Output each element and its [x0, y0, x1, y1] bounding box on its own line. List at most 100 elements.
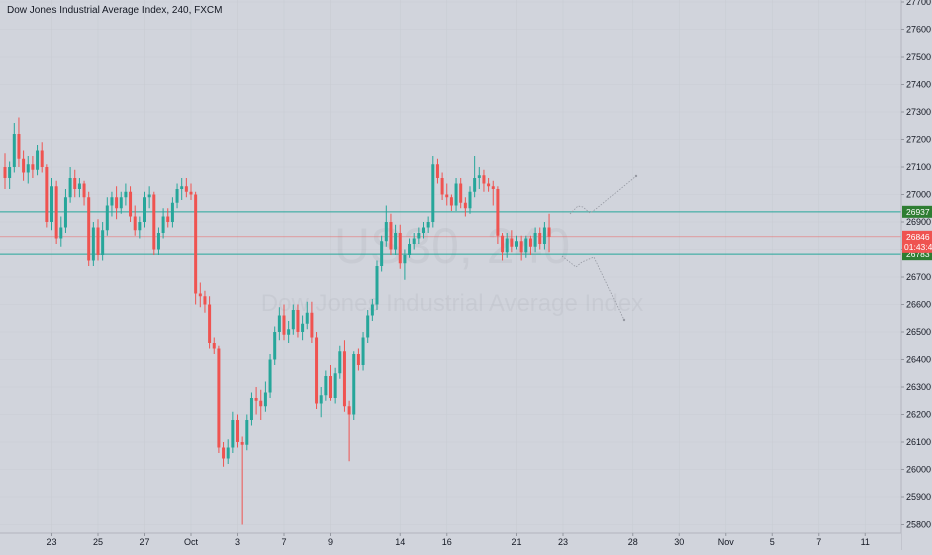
time-tick-label: 16 [442, 537, 452, 547]
candle [73, 169, 77, 198]
candle [491, 180, 495, 206]
candle [263, 381, 267, 412]
candle [105, 197, 109, 236]
candle [156, 227, 160, 255]
price-tick-label: 26900 [906, 217, 931, 227]
candle [152, 191, 156, 255]
candle [147, 186, 151, 209]
candle [50, 178, 53, 231]
candle-body [435, 164, 439, 178]
candle-body [277, 315, 281, 332]
candle [291, 304, 295, 335]
candle [110, 191, 114, 217]
candle [273, 326, 277, 365]
candle [319, 387, 323, 418]
level-tag-label: 26937 [906, 207, 930, 217]
last-price-label: 26846 [906, 232, 930, 242]
candle-body [352, 354, 356, 415]
candle-body [63, 197, 67, 228]
time-tick-label: 7 [816, 537, 821, 547]
candle-body [22, 158, 26, 173]
candle [454, 178, 458, 211]
candle-body [547, 227, 551, 237]
candle [226, 439, 230, 464]
candle [45, 164, 49, 228]
candle [12, 123, 16, 173]
candle-body [273, 332, 277, 360]
candle-body [170, 202, 174, 222]
time-tick-label: 23 [46, 537, 56, 547]
time-tick-label: Oct [184, 537, 199, 547]
candle-body [491, 186, 495, 189]
candle [398, 224, 402, 269]
candle [301, 315, 305, 341]
candle [277, 307, 281, 341]
time-tick-label: 21 [511, 537, 521, 547]
price-tick-label: 27100 [906, 162, 931, 172]
time-axis-background [0, 533, 901, 550]
candle-body [91, 227, 95, 261]
candle [194, 191, 198, 305]
time-tick-label: 28 [628, 537, 638, 547]
candle [547, 213, 551, 253]
time-tick-label: 9 [328, 537, 333, 547]
countdown-label: 01:43:46 [904, 242, 932, 252]
candle [217, 345, 221, 453]
candle-body [361, 337, 365, 365]
candle-body [319, 395, 323, 404]
candle [115, 186, 119, 220]
candle-body [315, 337, 319, 404]
candle [366, 310, 370, 343]
candle [208, 296, 212, 349]
candle [487, 178, 491, 192]
price-tick-label: 26000 [906, 465, 931, 475]
candle [435, 158, 439, 184]
candle [249, 392, 253, 426]
price-tick-label: 27600 [906, 25, 931, 35]
candle [161, 208, 165, 239]
candle [17, 117, 21, 167]
candle [463, 197, 467, 217]
candle-body [119, 197, 123, 209]
candle [240, 436, 244, 525]
candle-body [198, 293, 202, 297]
candle-body [408, 244, 412, 255]
candle [87, 191, 91, 266]
candle [342, 340, 346, 412]
candle [417, 227, 421, 244]
candle-body [73, 178, 77, 189]
candle [143, 191, 146, 228]
price-tick-label: 26500 [906, 327, 931, 337]
candle [166, 208, 170, 228]
projection-path[interactable] [569, 175, 637, 215]
candle-body [87, 197, 91, 261]
price-tick-label: 25900 [906, 492, 931, 502]
candle [96, 219, 100, 261]
candle-body [166, 216, 170, 222]
candle-body [459, 183, 463, 203]
candle-body [440, 178, 444, 195]
candle-body [487, 183, 491, 187]
candle-body [189, 191, 193, 195]
candle-body [356, 354, 360, 365]
candle [524, 235, 528, 258]
candle-body [384, 222, 388, 242]
candle-body [249, 398, 253, 420]
price-axis[interactable]: 27700 27600 27500 27400 27300 27200 27100 27000… [900, 0, 932, 550]
candle-body [310, 312, 314, 338]
candle [180, 178, 184, 200]
time-axis[interactable]: 23 25 27 Oct 3 7 9 14 16 21 23 28 30 Nov 5 7 11 [0, 532, 901, 550]
candle [68, 167, 72, 203]
price-tick-label: 27200 [906, 135, 931, 145]
candle [268, 354, 272, 398]
price-tick-label: 26100 [906, 437, 931, 447]
candle [412, 233, 416, 250]
candle [36, 145, 40, 176]
candle [333, 367, 337, 404]
candle-body [12, 134, 16, 167]
candle [533, 227, 537, 253]
price-tick-label: 27700 [906, 0, 931, 7]
